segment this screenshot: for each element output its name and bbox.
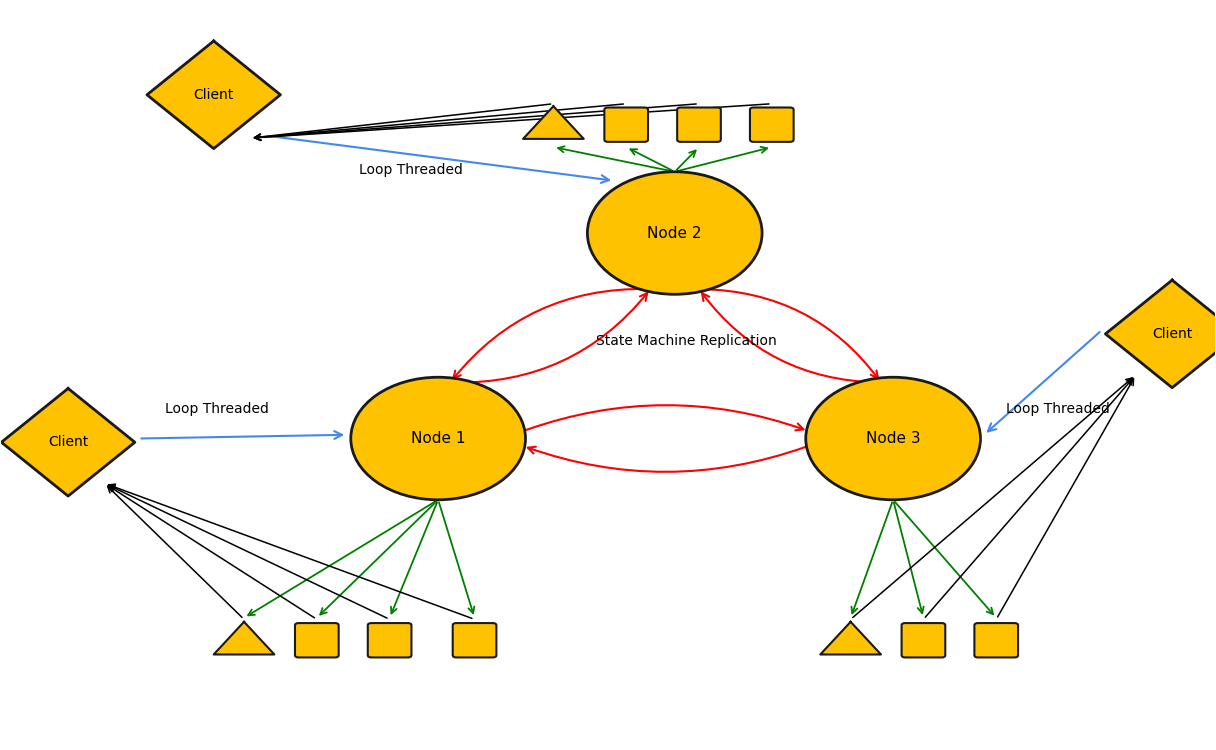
FancyBboxPatch shape [452, 623, 496, 658]
Text: Loop Threaded: Loop Threaded [165, 402, 269, 416]
Text: State Machine Replication: State Machine Replication [597, 334, 777, 348]
Ellipse shape [806, 377, 980, 500]
Text: Node 3: Node 3 [866, 431, 921, 446]
Text: Loop Threaded: Loop Threaded [359, 163, 463, 176]
Polygon shape [821, 622, 880, 655]
FancyBboxPatch shape [677, 107, 721, 142]
Polygon shape [523, 106, 584, 139]
Text: Node 1: Node 1 [411, 431, 466, 446]
FancyBboxPatch shape [974, 623, 1018, 658]
FancyBboxPatch shape [750, 107, 794, 142]
Text: Client: Client [1152, 327, 1192, 341]
Ellipse shape [350, 377, 525, 500]
Polygon shape [214, 622, 275, 655]
FancyBboxPatch shape [367, 623, 411, 658]
Polygon shape [147, 41, 281, 148]
FancyBboxPatch shape [901, 623, 945, 658]
Text: Node 2: Node 2 [647, 226, 702, 241]
Polygon shape [1105, 280, 1216, 388]
Ellipse shape [587, 172, 762, 294]
Text: Client: Client [47, 435, 89, 449]
Text: Client: Client [193, 88, 233, 102]
FancyBboxPatch shape [604, 107, 648, 142]
Polygon shape [1, 388, 135, 496]
Text: Loop Threaded: Loop Threaded [1006, 402, 1110, 416]
FancyBboxPatch shape [295, 623, 339, 658]
